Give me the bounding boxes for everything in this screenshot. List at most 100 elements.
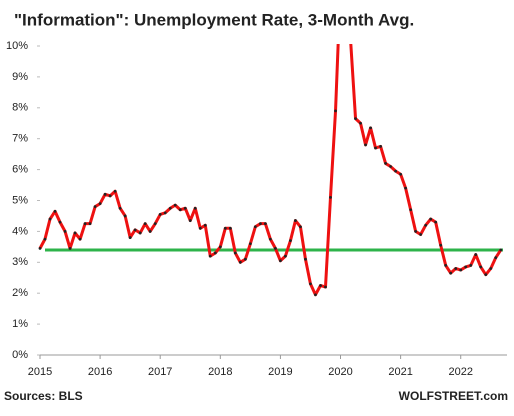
data-point	[113, 189, 117, 193]
x-tick-label: 2020	[328, 366, 352, 378]
x-tick-label: 2017	[148, 366, 172, 378]
data-point	[133, 228, 137, 232]
y-tick-label: 3%	[12, 256, 28, 268]
y-tick-label: 9%	[12, 71, 28, 83]
data-point	[294, 219, 297, 222]
data-point	[108, 194, 112, 198]
data-point	[379, 145, 383, 148]
data-point	[188, 219, 192, 222]
data-point	[479, 265, 483, 269]
data-point	[439, 243, 443, 247]
data-point	[389, 165, 392, 168]
data-point	[223, 226, 227, 230]
x-tick-label: 2016	[88, 366, 112, 378]
data-point	[424, 223, 428, 227]
data-point	[329, 196, 332, 199]
data-point	[334, 109, 337, 113]
data-point	[88, 222, 92, 226]
data-point	[43, 237, 47, 241]
data-point	[208, 254, 212, 258]
x-tick-label: 2015	[28, 366, 52, 378]
data-point	[409, 208, 413, 212]
data-point	[434, 220, 438, 224]
data-point	[48, 217, 52, 221]
data-point	[369, 126, 372, 130]
y-tick-label: 10%	[6, 40, 28, 52]
data-point	[499, 248, 503, 252]
plot-area	[38, 38, 503, 297]
data-point	[228, 226, 232, 230]
data-point	[404, 186, 408, 190]
data-point	[53, 209, 57, 213]
data-point	[454, 267, 458, 270]
data-point	[419, 233, 423, 236]
data-point	[263, 222, 267, 226]
y-tick-label: 6%	[12, 164, 28, 176]
data-point	[193, 206, 197, 210]
data-point	[233, 251, 237, 255]
y-tick-label: 1%	[12, 318, 28, 330]
data-point	[494, 256, 498, 260]
data-point	[203, 223, 207, 227]
data-point	[158, 213, 162, 216]
data-point	[213, 251, 217, 255]
data-point	[429, 217, 433, 221]
x-tick-label: 2019	[268, 366, 292, 378]
data-point	[474, 253, 478, 256]
data-point	[314, 293, 317, 297]
data-point	[253, 225, 257, 229]
data-point	[183, 206, 187, 210]
data-point	[414, 230, 418, 233]
data-point	[178, 208, 182, 212]
data-point	[243, 257, 247, 261]
data-point	[63, 230, 67, 233]
data-point	[394, 169, 398, 173]
data-point	[173, 203, 177, 207]
data-point	[284, 254, 287, 258]
data-point	[218, 245, 222, 249]
data-point	[324, 285, 327, 289]
data-point	[489, 267, 493, 270]
x-tick-label: 2021	[388, 366, 412, 378]
data-point	[83, 222, 87, 226]
data-point	[103, 192, 107, 196]
chart-title: "Information": Unemployment Rate, 3-Mont…	[14, 10, 414, 29]
data-point	[38, 246, 42, 250]
data-point	[58, 220, 62, 224]
data-point	[128, 236, 132, 239]
data-point	[444, 263, 448, 267]
data-point	[138, 231, 142, 235]
data-point	[68, 246, 72, 250]
data-point	[143, 222, 147, 226]
data-point	[364, 143, 367, 147]
data-point	[93, 205, 97, 209]
data-point	[374, 146, 377, 150]
data-point	[148, 230, 152, 233]
data-point	[274, 246, 277, 250]
x-tick-label: 2018	[208, 366, 232, 378]
data-point	[304, 257, 307, 261]
data-point	[484, 273, 488, 277]
y-tick-label: 4%	[12, 225, 28, 237]
data-point	[469, 263, 473, 267]
brand: WOLFSTREET.com	[399, 389, 508, 403]
data-point	[359, 121, 362, 125]
data-point	[384, 162, 387, 165]
data-point	[118, 206, 122, 210]
data-point	[258, 222, 262, 226]
data-point	[399, 172, 403, 176]
data-point	[73, 231, 77, 235]
data-point	[78, 237, 82, 241]
data-point	[279, 259, 282, 263]
data-point	[449, 271, 453, 275]
data-point	[98, 202, 102, 205]
data-point	[168, 206, 172, 210]
source: Sources: BLS	[4, 389, 83, 403]
data-point	[299, 225, 302, 229]
data-point	[248, 242, 252, 246]
data-point	[459, 268, 463, 272]
y-tick-label: 7%	[12, 133, 28, 145]
data-point	[349, 38, 352, 41]
